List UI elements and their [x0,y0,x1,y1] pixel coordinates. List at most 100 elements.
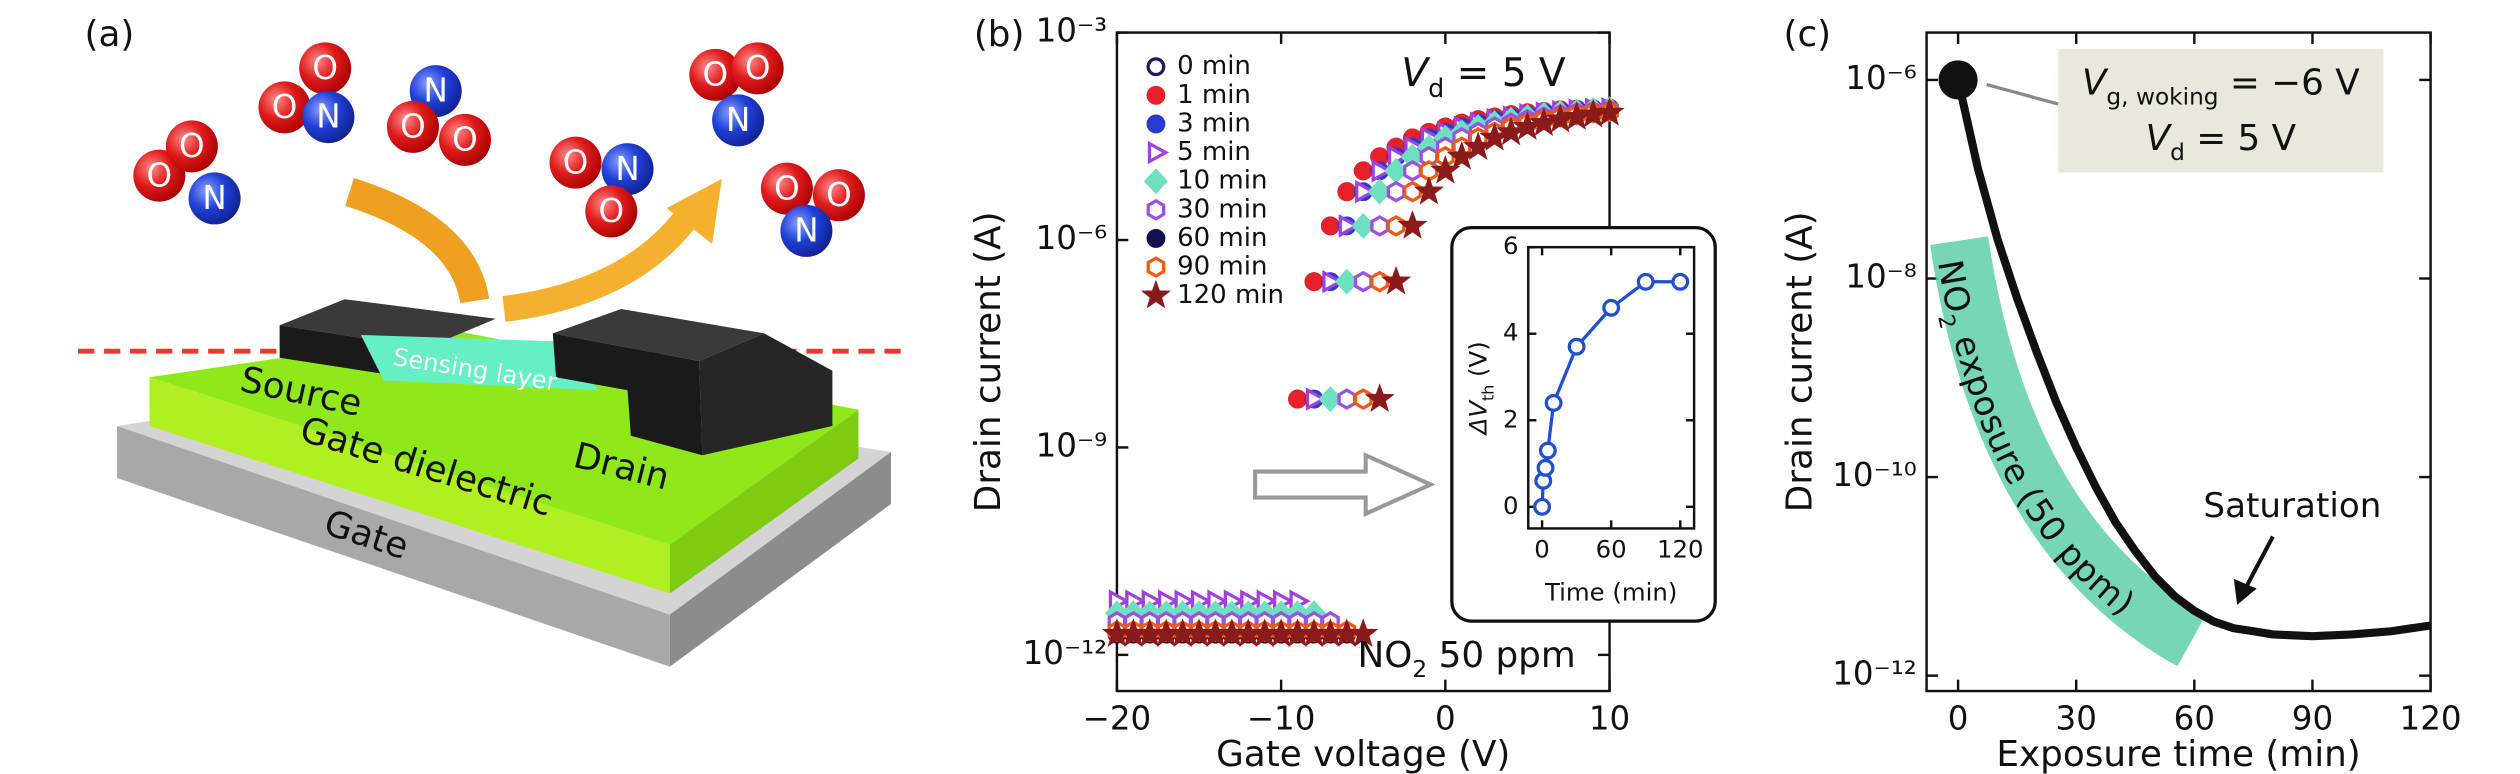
dielectric-front [149,377,670,594]
marker [1381,265,1412,295]
atom-label: O [599,192,625,230]
saturation-arrowhead [2233,578,2257,605]
inset-box [1450,226,1717,623]
y-tick-label: 6 [1503,231,1519,260]
marker [1337,182,1357,202]
atom-label: O [147,156,173,194]
y-tick-label: 10⁻¹² [1023,634,1108,672]
text-part: 50 ppm [1427,635,1575,676]
arrow-out [502,203,702,322]
text-part: NO [1929,257,1978,316]
y-tick-label: 4 [1503,318,1519,347]
data-line [1954,79,2432,641]
x-tick-label: 120 [1657,534,1704,563]
marker [1318,386,1343,413]
legend-label: 90 min [1177,252,1267,282]
x-tick-label: −10 [1247,699,1316,737]
marker [1446,140,1477,170]
atom-label: N [794,212,818,250]
atom-label: O [774,169,800,207]
marker [1304,272,1324,292]
text-part: d [2170,139,2185,166]
data-point [1602,298,1621,317]
marker [1146,256,1166,278]
y-tick-label: 10⁻⁹ [1036,426,1108,464]
marker [1146,114,1166,134]
legend-label: 60 min [1177,223,1267,253]
text-part: V [2146,118,2173,159]
y-axis-label: Drain current (A) [968,211,1009,512]
gate-front [117,426,670,667]
text-part: g, woking [2106,84,2218,111]
legend-label: 5 min [1177,137,1251,167]
x-axis-label: Time (min) [1544,577,1677,606]
marker [1322,269,1344,294]
arrow-in [345,177,490,304]
text-part: 2 [1933,312,1962,332]
marker [1479,122,1510,151]
text-part: V [2082,63,2109,104]
atom-label: N [615,150,639,188]
marker [1348,618,1379,647]
x-tick-label: −20 [1083,699,1152,737]
atom-label: N [316,98,340,136]
marker [1495,116,1527,146]
y-tick-label: 10⁻⁶ [1036,219,1108,257]
marker [1146,57,1166,77]
atom-label: O [703,55,729,93]
atom-label: O [179,127,205,165]
vg-annotation: Vg, woking = −6 V [2082,63,2360,111]
plot-frame [1925,31,2432,693]
atom [712,94,765,147]
marker [1370,270,1390,293]
legend-label: 120 min [1177,280,1284,310]
legend-label: 3 min [1177,108,1251,138]
atom-label: O [312,49,338,87]
legend-label: 1 min [1177,80,1251,110]
condition-box [2058,48,2384,173]
text-part: 2 [1412,656,1427,683]
arrow-head [666,178,722,244]
marker [1397,210,1428,239]
x-tick-label: 0 [1534,534,1550,563]
atom-label: O [745,49,771,87]
x-tick-label: 30 [2056,699,2097,737]
atom [386,100,439,153]
y-tick-label: 2 [1503,404,1519,433]
atom [780,204,833,257]
marker [1338,214,1360,238]
panel-label: (b) [974,14,1025,55]
atom [438,113,491,166]
y-tick-label: 10⁻¹⁰ [1832,456,1917,494]
marker [1334,268,1359,295]
y-tick-label: 10⁻³ [1036,12,1108,50]
marker [1337,388,1357,410]
marker [1353,161,1373,181]
marker [1140,279,1171,309]
x-axis-label: Gate voltage (V) [1216,734,1510,774]
atom [760,162,813,215]
marker [1143,168,1168,195]
marker [1146,198,1166,221]
x-tick-label: 60 [2174,699,2215,737]
shift-arrow [1253,452,1436,517]
atom [689,48,742,101]
marker [1288,389,1307,409]
data-point [1938,60,1978,100]
text-part: NO [1358,635,1413,676]
text-part: (V) [1463,341,1492,384]
marker [1353,270,1373,293]
marker [1305,387,1328,411]
y-tick-label: 10⁻⁸ [1845,258,1917,296]
text-part: = 5 V [2185,118,2297,159]
gas-annotation: NO2 50 ppm [1358,635,1576,683]
atom-label: O [400,107,426,145]
x-tick-label: 90 [2292,699,2333,737]
y-axis-label: ΔVth (V) [1463,341,1497,436]
y-tick-label: 10⁻⁶ [1845,59,1917,97]
text-part: th [1478,385,1497,401]
data-point [1567,337,1586,356]
text-part: ΔV [1463,399,1492,437]
vd-annotation: Vd = 5 V [1401,50,1565,102]
x-tick-label: 60 [1596,534,1627,563]
